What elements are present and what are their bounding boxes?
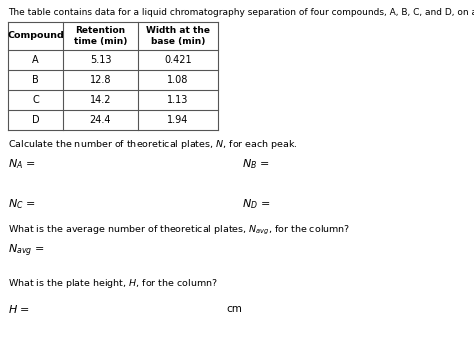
- Text: The table contains data for a liquid chromatography separation of four compounds: The table contains data for a liquid chr…: [8, 8, 474, 17]
- Text: $H$ =: $H$ =: [8, 303, 30, 315]
- Text: Width at the
base (min): Width at the base (min): [146, 26, 210, 46]
- Text: 5.13: 5.13: [90, 55, 111, 65]
- Text: A: A: [32, 55, 39, 65]
- Text: 12.8: 12.8: [90, 75, 111, 85]
- Text: B: B: [32, 75, 39, 85]
- Text: What is the plate height, $H$, for the column?: What is the plate height, $H$, for the c…: [8, 277, 218, 290]
- Text: 1.13: 1.13: [167, 95, 189, 105]
- Text: 1.08: 1.08: [167, 75, 189, 85]
- Text: D: D: [32, 115, 39, 125]
- Text: Compound: Compound: [7, 31, 64, 41]
- Text: $N_C$ =: $N_C$ =: [8, 197, 36, 211]
- Text: $N_{avg}$ =: $N_{avg}$ =: [8, 243, 45, 259]
- Text: 0.421: 0.421: [164, 55, 192, 65]
- Text: What is the average number of theoretical plates, $N_{avg}$, for the column?: What is the average number of theoretica…: [8, 224, 350, 237]
- Text: C: C: [32, 95, 39, 105]
- Text: 24.4: 24.4: [90, 115, 111, 125]
- Text: $N_A$ =: $N_A$ =: [8, 157, 36, 171]
- Text: 1.94: 1.94: [167, 115, 189, 125]
- Text: Retention
time (min): Retention time (min): [74, 26, 127, 46]
- Text: $N_B$ =: $N_B$ =: [242, 157, 270, 171]
- Text: 14.2: 14.2: [90, 95, 111, 105]
- Text: cm: cm: [226, 304, 242, 314]
- Text: Calculate the number of theoretical plates, $N$, for each peak.: Calculate the number of theoretical plat…: [8, 138, 298, 151]
- Text: $N_D$ =: $N_D$ =: [242, 197, 270, 211]
